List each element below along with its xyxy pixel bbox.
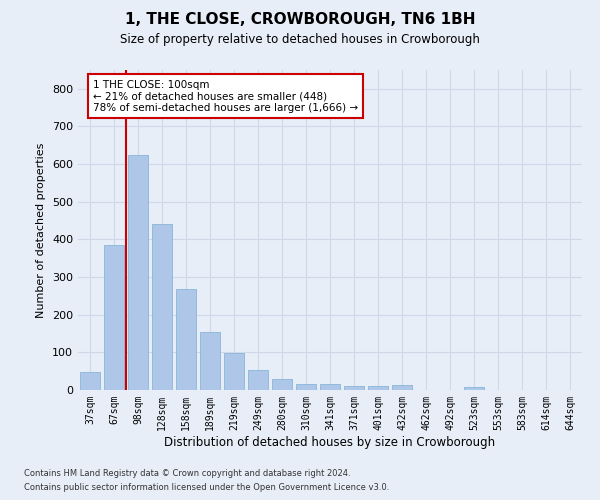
X-axis label: Distribution of detached houses by size in Crowborough: Distribution of detached houses by size …	[164, 436, 496, 448]
Bar	[176, 290, 196, 390]
Text: 1, THE CLOSE, CROWBOROUGH, TN6 1BH: 1, THE CLOSE, CROWBOROUGH, TN6 1BH	[125, 12, 475, 28]
Bar	[224, 354, 244, 390]
Bar	[104, 245, 124, 390]
Bar	[128, 154, 148, 390]
Bar	[152, 224, 172, 390]
Bar	[368, 386, 388, 390]
Text: Size of property relative to detached houses in Crowborough: Size of property relative to detached ho…	[120, 32, 480, 46]
Bar	[80, 372, 100, 390]
Bar	[296, 384, 316, 390]
Bar	[392, 386, 412, 390]
Text: 1 THE CLOSE: 100sqm
← 21% of detached houses are smaller (448)
78% of semi-detac: 1 THE CLOSE: 100sqm ← 21% of detached ho…	[93, 80, 358, 113]
Y-axis label: Number of detached properties: Number of detached properties	[37, 142, 46, 318]
Bar	[320, 384, 340, 390]
Bar	[344, 386, 364, 390]
Bar	[272, 380, 292, 390]
Bar	[464, 387, 484, 390]
Bar	[248, 370, 268, 390]
Text: Contains HM Land Registry data © Crown copyright and database right 2024.: Contains HM Land Registry data © Crown c…	[24, 468, 350, 477]
Bar	[200, 332, 220, 390]
Text: Contains public sector information licensed under the Open Government Licence v3: Contains public sector information licen…	[24, 484, 389, 492]
